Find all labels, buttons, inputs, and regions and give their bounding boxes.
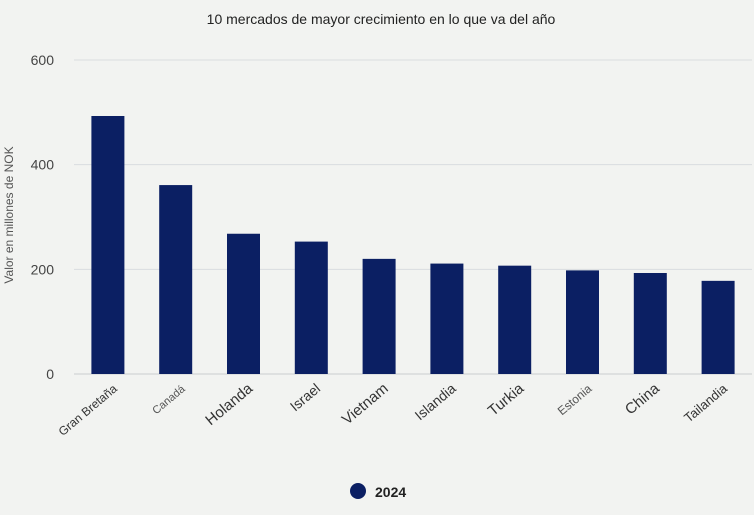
x-tick-label: Tailandia <box>681 380 731 425</box>
x-tick-label: Islandia <box>412 380 459 423</box>
y-tick-labels: 0 200 400 600 <box>31 52 55 382</box>
legend-label-2024: 2024 <box>375 484 406 500</box>
x-tick-label: Canadá <box>150 383 188 418</box>
x-tick-label: Gran Bretaña <box>56 381 120 438</box>
y-tick-label: 0 <box>46 366 54 382</box>
bar-vietnam[interactable] <box>362 258 396 374</box>
y-tick-label: 400 <box>31 157 55 173</box>
bar-holanda[interactable] <box>227 233 260 374</box>
x-tick-label: Estonia <box>555 381 595 418</box>
bars <box>91 115 735 374</box>
legend[interactable]: 2024 <box>350 483 406 500</box>
y-tick-label: 200 <box>31 261 55 277</box>
bar-tailandia[interactable] <box>701 280 735 374</box>
bar-islandia[interactable] <box>430 263 464 374</box>
x-tick-label: China <box>622 380 663 419</box>
y-tick-label: 600 <box>31 52 55 68</box>
x-tick-label: Turkia <box>485 380 528 420</box>
x-tick-labels: Gran Bretaña Canadá Holanda Israel Vietnam Is… <box>56 380 731 439</box>
chart-title: 10 mercados de mayor crecimiento en lo q… <box>207 11 556 27</box>
y-axis-label: Valor en millones de NOK <box>2 146 16 283</box>
bar-turkia[interactable] <box>498 265 532 374</box>
bar-china[interactable] <box>633 272 667 374</box>
x-tick-label: Israel <box>287 380 324 414</box>
x-tick-label: Holanda <box>202 380 256 429</box>
x-tick-label: Vietnam <box>339 380 392 428</box>
bar-gran-bretaña[interactable] <box>91 115 125 374</box>
bar-estonia[interactable] <box>566 270 599 374</box>
bar-israel[interactable] <box>294 241 328 374</box>
bar-canadá[interactable] <box>159 185 193 374</box>
legend-marker-2024 <box>350 483 366 499</box>
